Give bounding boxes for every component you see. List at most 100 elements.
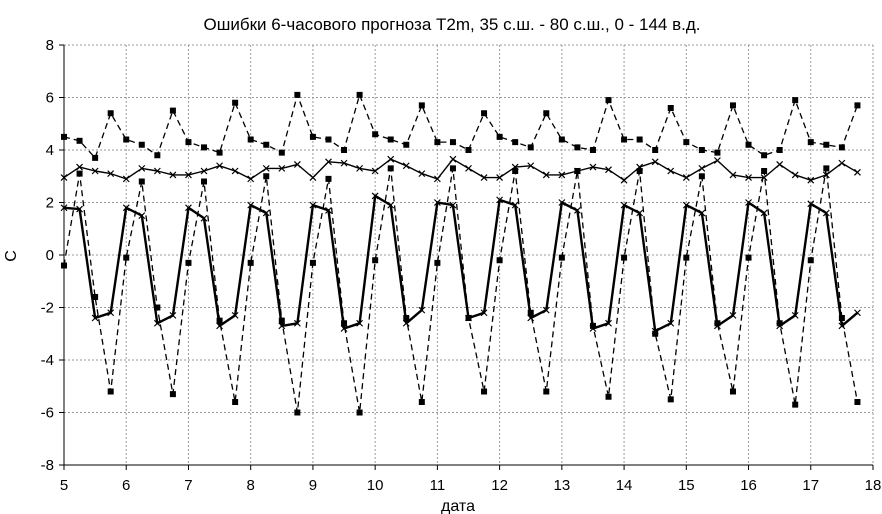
- data-point: [854, 399, 861, 405]
- data-point: [434, 259, 441, 266]
- x-tick-label: 16: [740, 477, 757, 494]
- x-tick-label: 15: [678, 477, 695, 494]
- data-point: [169, 391, 176, 398]
- data-point: [682, 174, 690, 181]
- data-point: [325, 136, 332, 143]
- data-point: [729, 388, 736, 395]
- data-point: [263, 173, 270, 180]
- data-point: [278, 164, 286, 172]
- data-point: [76, 170, 83, 177]
- data-point: [589, 325, 597, 332]
- data-point: [807, 176, 815, 184]
- data-point: [92, 154, 99, 161]
- y-axis-label: С: [3, 250, 20, 262]
- chart-title: Ошибки 6-часового прогноза T2m, 35 с.ш. …: [203, 15, 700, 34]
- data-point: [542, 171, 550, 179]
- x-tick-label: 10: [367, 477, 384, 494]
- data-point: [449, 165, 456, 172]
- data-point: [854, 168, 861, 176]
- x-tick-label: 12: [491, 477, 508, 494]
- data-point: [263, 141, 270, 148]
- data-point: [807, 139, 814, 146]
- x-tick-label: 5: [60, 477, 68, 494]
- data-point: [745, 199, 752, 206]
- data-point: [449, 201, 457, 209]
- x-tick-label: 18: [865, 477, 882, 494]
- data-point: [636, 168, 643, 174]
- data-point: [621, 136, 628, 143]
- data-point: [496, 196, 504, 204]
- data-point: [387, 155, 395, 163]
- x-tick-label: 11: [430, 477, 446, 494]
- data-point: [185, 139, 192, 146]
- x-tick-label: 8: [247, 477, 255, 494]
- data-point: [605, 319, 612, 327]
- data-point: [201, 178, 208, 185]
- data-point: [761, 152, 768, 159]
- data-point: [667, 396, 674, 403]
- data-point: [822, 209, 830, 217]
- data-point: [651, 327, 659, 335]
- data-point: [418, 170, 426, 178]
- data-point: [854, 309, 861, 317]
- data-point: [636, 136, 643, 143]
- data-point: [838, 159, 846, 167]
- data-point: [60, 174, 68, 181]
- data-point: [122, 204, 130, 212]
- data-point: [200, 214, 208, 222]
- data-point: [433, 175, 441, 183]
- data-point: [838, 144, 845, 151]
- data-point: [76, 205, 83, 213]
- axes: 8 6 4 2 0 -2 -4 -6 -8 5 6 7 8 9 10 11 12 13 14 15 16 17 18: [41, 37, 882, 494]
- data-point: [232, 99, 239, 106]
- data-point: [434, 139, 441, 146]
- data-point: [107, 388, 114, 395]
- data-point: [449, 155, 457, 163]
- data-point: [402, 162, 410, 170]
- data-point: [667, 105, 674, 111]
- data-point: [620, 176, 628, 184]
- x-tick-label: 17: [802, 477, 819, 494]
- data-point: [216, 162, 224, 170]
- data-point: [792, 97, 799, 104]
- data-point: [449, 139, 456, 146]
- data-point: [153, 319, 161, 327]
- data-point: [154, 152, 161, 159]
- data-point: [761, 168, 768, 174]
- data-point: [403, 141, 410, 148]
- data-point: [325, 175, 332, 182]
- x-tick-label: 9: [309, 477, 317, 494]
- data-point: [573, 206, 581, 214]
- data-point: [138, 212, 146, 220]
- data-point: [776, 147, 783, 153]
- data-point: [294, 409, 301, 416]
- data-point: [433, 199, 441, 206]
- data-point: [278, 149, 285, 156]
- data-point: [512, 139, 519, 146]
- y-tick-label: 6: [46, 90, 54, 107]
- data-point: [714, 149, 721, 156]
- data-point: [107, 170, 115, 178]
- data-point: [713, 157, 721, 164]
- data-point: [91, 314, 99, 322]
- data-point: [652, 330, 659, 337]
- data-point: [154, 304, 161, 311]
- data-point: [294, 91, 301, 98]
- data-point: [823, 141, 830, 148]
- data-point: [372, 257, 379, 264]
- series-line: [63, 194, 859, 333]
- data-point: [293, 319, 301, 327]
- data-point: [652, 147, 659, 153]
- data-point: [169, 311, 177, 319]
- data-point: [480, 174, 488, 181]
- data-point: [200, 167, 208, 175]
- x-tick-label: 13: [554, 477, 571, 494]
- data-point: [698, 173, 705, 180]
- data-point: [60, 204, 68, 212]
- data-point: [309, 133, 316, 140]
- data-point: [621, 254, 628, 261]
- y-tick-label: -4: [41, 352, 54, 369]
- data-point: [527, 162, 535, 170]
- y-tick-label: -2: [41, 300, 54, 317]
- data-point: [231, 167, 239, 175]
